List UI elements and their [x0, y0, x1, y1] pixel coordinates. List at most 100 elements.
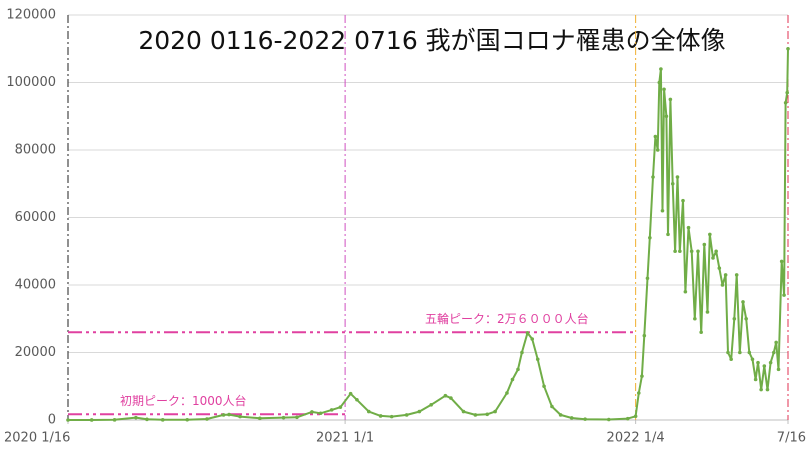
data-point: [686, 225, 691, 230]
data-point: [227, 412, 231, 417]
y-tick-label: 0: [48, 413, 56, 428]
y-tick-label: 60000: [15, 210, 56, 225]
data-point: [678, 249, 682, 254]
data-point: [648, 235, 652, 240]
data-point: [653, 134, 658, 139]
data-point: [633, 414, 638, 419]
data-point: [429, 403, 433, 407]
data-point: [205, 417, 209, 421]
data-point: [675, 175, 680, 179]
data-point: [318, 411, 323, 416]
data-point: [238, 414, 242, 419]
x-tick-label: 2022 1/4: [607, 431, 665, 446]
data-point: [550, 404, 554, 409]
data-point: [750, 357, 755, 362]
data-point: [720, 283, 725, 287]
data-point: [66, 418, 70, 422]
data-point: [714, 249, 718, 254]
data-point: [664, 114, 669, 119]
data-point: [569, 416, 574, 420]
data-point: [134, 415, 138, 420]
data-point: [640, 374, 644, 378]
data-point: [505, 391, 509, 395]
x-tick-label: 2021 1/1: [316, 431, 374, 446]
data-point: [485, 412, 490, 417]
data-point: [295, 415, 299, 420]
data-point: [723, 273, 728, 277]
data-point: [681, 198, 685, 203]
data-point: [89, 418, 94, 422]
data-point: [516, 367, 520, 372]
data-point: [221, 413, 226, 417]
data-point: [473, 413, 478, 417]
data-point: [747, 350, 752, 355]
data-point: [693, 316, 697, 321]
data-point: [535, 357, 540, 362]
data-point: [744, 316, 748, 321]
data-point: [348, 391, 353, 396]
data-point: [160, 418, 165, 422]
data-point: [606, 417, 611, 422]
data-point: [705, 310, 710, 314]
data-point: [625, 416, 630, 421]
data-point: [785, 90, 790, 95]
data-point: [711, 256, 715, 260]
data-point: [759, 387, 763, 392]
y-tick-label: 80000: [15, 143, 56, 158]
data-point: [726, 350, 730, 355]
data-point: [258, 416, 262, 421]
data-point: [660, 208, 665, 213]
data-point: [741, 300, 745, 304]
data-point: [404, 413, 409, 417]
data-point: [666, 232, 670, 237]
data-point: [145, 417, 149, 422]
data-point: [558, 413, 563, 417]
data-point: [734, 273, 739, 277]
data-point: [185, 417, 190, 422]
data-point: [355, 397, 359, 402]
data-point: [645, 276, 650, 281]
data-point: [449, 396, 453, 400]
data-point: [366, 409, 371, 414]
annotation-label: 五輪ピーク：2万６０００人台: [425, 311, 589, 326]
data-point: [689, 249, 694, 254]
data-point: [668, 97, 673, 102]
data-point: [708, 232, 712, 237]
data-point: [378, 414, 383, 418]
data-point: [786, 46, 790, 51]
x-tick-label: 2020 1/16: [4, 431, 70, 446]
data-point: [783, 100, 788, 105]
data-point: [732, 316, 737, 321]
data-point: [636, 391, 641, 395]
data-point: [642, 333, 647, 338]
data-point: [417, 409, 422, 414]
data-point: [655, 148, 660, 152]
data-point: [683, 289, 688, 294]
data-point: [520, 350, 524, 355]
data-point: [443, 393, 448, 398]
data-point: [662, 87, 666, 92]
data-point: [651, 175, 655, 179]
data-point: [673, 249, 677, 254]
data-point: [762, 364, 767, 368]
data-point: [699, 330, 703, 335]
data-point: [112, 418, 117, 422]
data-point: [765, 387, 770, 392]
y-tick-label: 20000: [15, 345, 56, 360]
y-tick-label: 120000: [6, 8, 56, 23]
data-point: [542, 384, 546, 389]
data-point: [281, 415, 286, 420]
data-point: [779, 259, 784, 264]
data-point: [702, 242, 707, 247]
annotation-label: 初期ピーク：1000人台: [120, 393, 247, 408]
data-point: [753, 377, 758, 382]
y-tick-label: 40000: [15, 278, 56, 293]
data-point: [310, 410, 314, 414]
data-point: [756, 360, 760, 365]
chart-title: 2020 0116-2022 0716 我が国コロナ罹患の全体像: [138, 26, 725, 55]
data-point: [583, 417, 587, 421]
data-point: [768, 360, 773, 365]
data-point: [657, 80, 662, 85]
data-point: [696, 249, 700, 254]
data-point: [461, 409, 466, 414]
